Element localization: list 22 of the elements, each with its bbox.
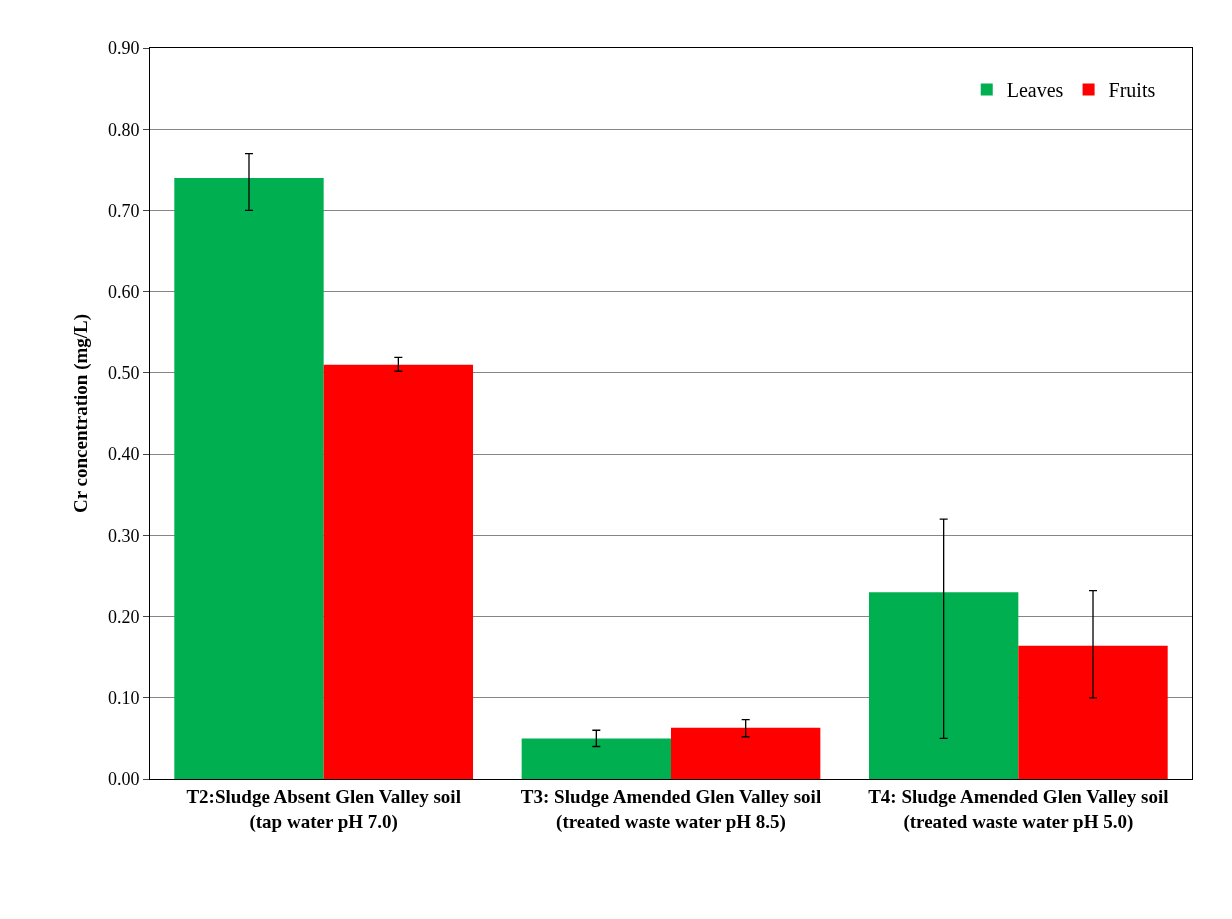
- y-tick-label: 0.50: [107, 363, 140, 384]
- y-tick-label: 0.30: [107, 525, 140, 546]
- y-tick-label: 0.00: [107, 769, 140, 790]
- bar: [1018, 645, 1168, 779]
- x-tick-label: T3: Sludge Amended Glen Valley soil (treated waste water pH 8.5): [520, 785, 822, 833]
- bar: [174, 177, 324, 779]
- y-tick-label: 0.90: [107, 38, 140, 59]
- x-tick-label: T4: Sludge Amended Glen Valley soil (treated waste water pH 5.0): [868, 785, 1169, 833]
- y-axis-title: Cr concentration (mg/L): [69, 313, 92, 514]
- y-tick-label: 0.80: [107, 119, 140, 140]
- bar: [521, 738, 671, 779]
- bar: [671, 727, 821, 779]
- y-tick-label: 0.60: [107, 281, 140, 302]
- bar: [323, 364, 474, 779]
- legend-label: Leaves: [1006, 79, 1064, 102]
- y-tick-label: 0.40: [107, 444, 140, 465]
- y-tick-label: 0.10: [107, 688, 140, 709]
- legend-label: Fruits: [1108, 79, 1156, 102]
- y-tick-label: 0.70: [107, 200, 140, 221]
- bar: [868, 592, 1019, 779]
- y-tick-label: 0.20: [107, 606, 140, 627]
- x-tick-label: T2:Sludge Absent Glen Valley soil (tap water pH 7.0): [186, 785, 461, 833]
